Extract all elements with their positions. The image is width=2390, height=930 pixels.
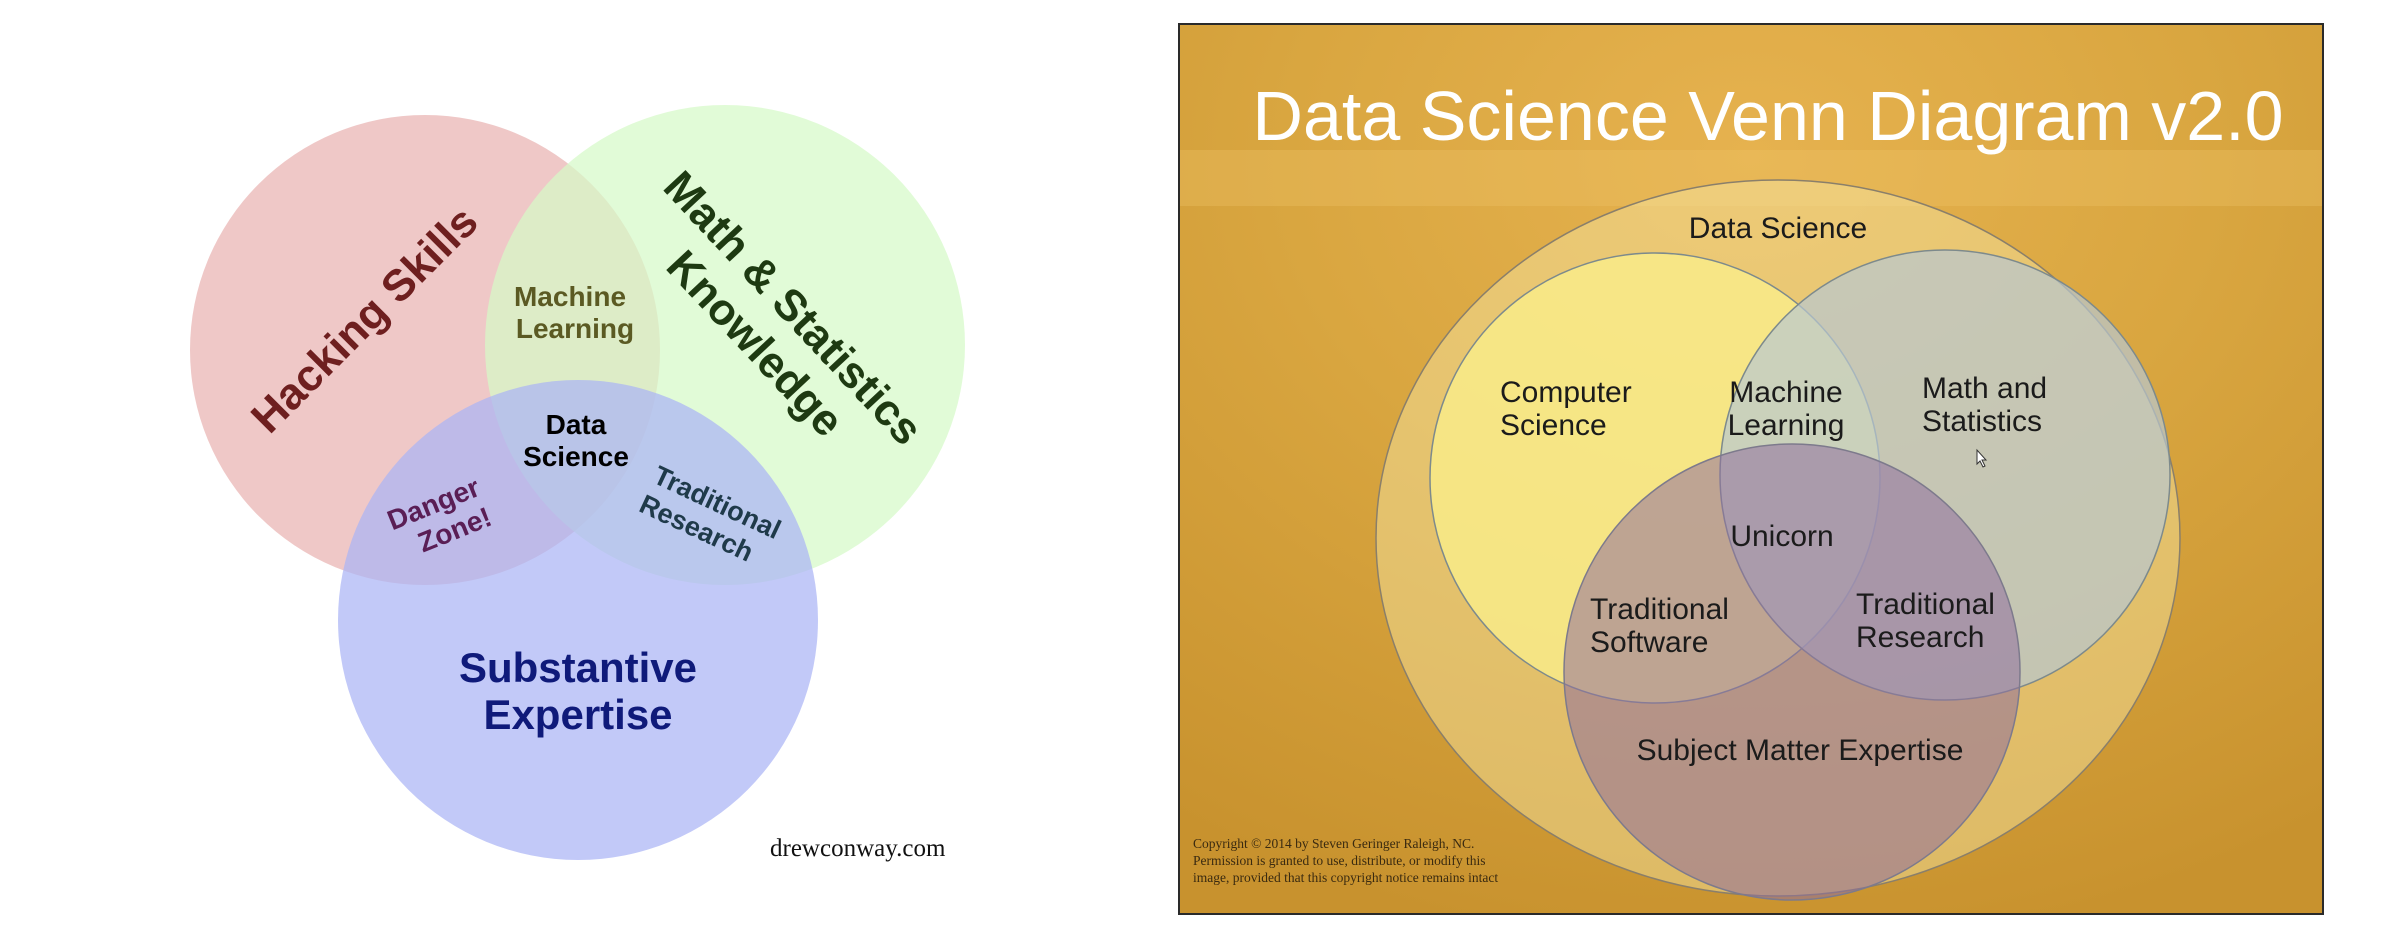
data-science-overlap-label: Data Science [523, 409, 629, 472]
substantive-expertise-line2: Expertise [483, 691, 672, 738]
traditional-research-label-right: Traditional Research [1856, 588, 1995, 654]
substantive-expertise-line1: Substantive [459, 644, 697, 691]
subject-matter-expertise-label: Subject Matter Expertise [1637, 734, 1964, 767]
title-band [1180, 150, 2322, 206]
math-statistics-right-line1: Math and [1922, 372, 2047, 405]
traditional-software-line1: Traditional [1590, 593, 1729, 626]
traditional-software-line2: Software [1590, 626, 1708, 659]
computer-science-label: Computer Science [1500, 376, 1632, 442]
unicorn-label: Unicorn [1730, 520, 1833, 553]
machine-learning-line2: Learning [516, 313, 634, 344]
substantive-expertise-label: Substantive Expertise [459, 644, 697, 738]
machine-learning-overlap-label: Machine Learning [514, 281, 634, 344]
math-statistics-label-right: Math and Statistics [1922, 372, 2047, 438]
drewconway-credit: drewconway.com [770, 835, 946, 862]
substantive-expertise-circle [338, 380, 818, 860]
traditional-research-right-line1: Traditional [1856, 588, 1995, 621]
computer-science-line2: Science [1500, 409, 1607, 442]
traditional-research-right-line2: Research [1856, 621, 1984, 654]
right-venn-diagram: Data Science Venn Diagram v2.0 Data Scie… [1178, 23, 2324, 915]
machine-learning-line1: Machine [514, 281, 626, 312]
computer-science-line1: Computer [1500, 376, 1632, 409]
data-science-line1: Data [546, 409, 607, 440]
copyright-line2: Permission is granted to use, distribute… [1193, 853, 1485, 868]
left-venn-diagram: Hacking Skills Math & Statistics Knowled… [190, 105, 965, 862]
copyright-line1: Copyright © 2014 by Steven Geringer Rale… [1193, 836, 1474, 851]
subject-matter-expertise-circle [1563, 443, 2021, 901]
machine-learning-label-right: Machine Learning [1728, 376, 1845, 442]
copyright-notice: Copyright © 2014 by Steven Geringer Rale… [1193, 836, 1498, 885]
data-science-outer-label: Data Science [1689, 212, 1867, 245]
traditional-software-label: Traditional Software [1590, 593, 1729, 659]
mouse-cursor-icon [1976, 448, 1988, 468]
machine-learning-right-line1: Machine [1729, 376, 1842, 409]
math-statistics-right-line2: Statistics [1922, 405, 2042, 438]
diagram-title: Data Science Venn Diagram v2.0 [1252, 77, 2283, 155]
copyright-line3: image, provided that this copyright noti… [1193, 870, 1498, 885]
data-science-line2: Science [523, 441, 629, 472]
machine-learning-right-line2: Learning [1728, 409, 1845, 442]
